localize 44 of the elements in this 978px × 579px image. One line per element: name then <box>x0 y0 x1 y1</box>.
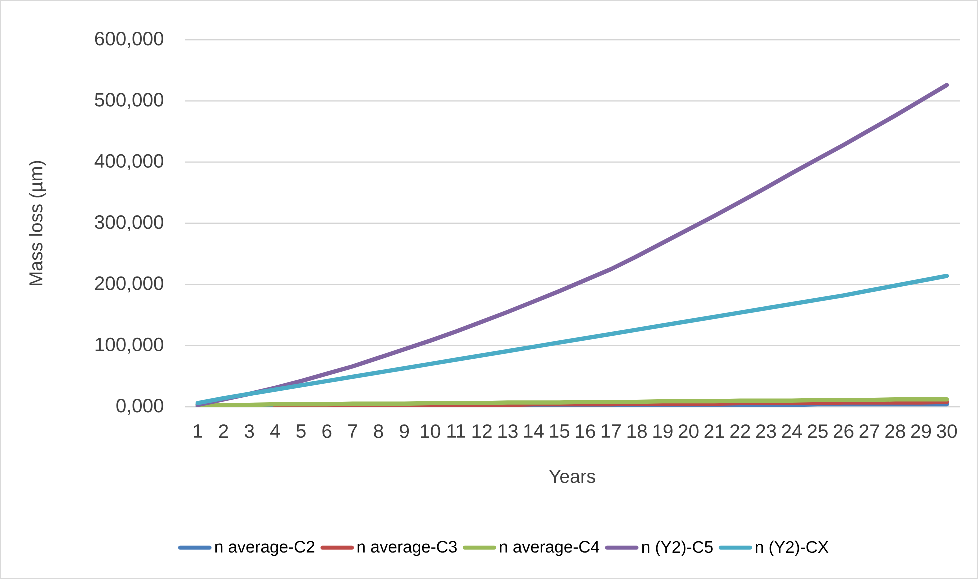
y-tick-label: 300,000 <box>95 216 164 232</box>
y-tick-label: 0,000 <box>116 399 164 415</box>
y-tick-label: 500,000 <box>95 93 164 110</box>
x-tick-label: 7 <box>348 424 358 438</box>
x-tick-label: 26 <box>834 424 854 438</box>
legend-label: n average-C3 <box>358 541 457 556</box>
x-tick-label: 14 <box>524 424 544 438</box>
x-tick-label: 10 <box>421 424 440 438</box>
x-tick-label: 2 <box>219 424 228 438</box>
x-tick-label: 28 <box>886 424 906 438</box>
x-tick-label: 25 <box>808 424 828 438</box>
y-tick-label: 400,000 <box>94 154 164 170</box>
legend-label: n (Y2)-CX <box>756 540 829 556</box>
x-tick-label: 1 <box>194 424 202 438</box>
x-axis-title: Years <box>549 470 596 484</box>
y-tick-label: 100,000 <box>96 338 164 354</box>
x-tick-label: 29 <box>911 424 932 438</box>
x-tick-label: 24 <box>782 424 802 438</box>
legend-label: n average-C2 <box>216 541 315 556</box>
x-tick-label: 23 <box>756 424 776 438</box>
x-tick-label: 4 <box>270 424 280 438</box>
x-tick-label: 17 <box>602 424 622 438</box>
x-tick-label: 11 <box>448 424 466 438</box>
y-tick-label: 600,000 <box>95 32 164 48</box>
x-tick-label: 20 <box>678 424 699 438</box>
x-tick-label: 21 <box>704 424 724 438</box>
x-tick-label: 9 <box>400 424 410 438</box>
y-axis-title: Mass loss (µm) <box>29 161 46 286</box>
x-tick-label: 19 <box>654 424 673 438</box>
x-tick-label: 6 <box>322 424 332 438</box>
legend-label: n (Y2)-C5 <box>642 540 713 556</box>
x-tick-label: 5 <box>296 424 306 438</box>
x-tick-label: 16 <box>576 424 596 438</box>
x-tick-label: 30 <box>937 424 958 438</box>
x-tick-label: 3 <box>244 424 254 438</box>
x-tick-label: 15 <box>550 424 570 438</box>
x-tick-label: 22 <box>730 424 750 438</box>
x-tick-label: 12 <box>472 424 492 438</box>
x-tick-label: 8 <box>374 424 384 438</box>
y-tick-label: 200,000 <box>95 276 164 293</box>
legend-label: n average-C4 <box>500 541 600 556</box>
x-tick-label: 27 <box>860 424 880 438</box>
x-tick-label: 18 <box>628 424 647 438</box>
x-tick-label: 13 <box>498 424 518 438</box>
